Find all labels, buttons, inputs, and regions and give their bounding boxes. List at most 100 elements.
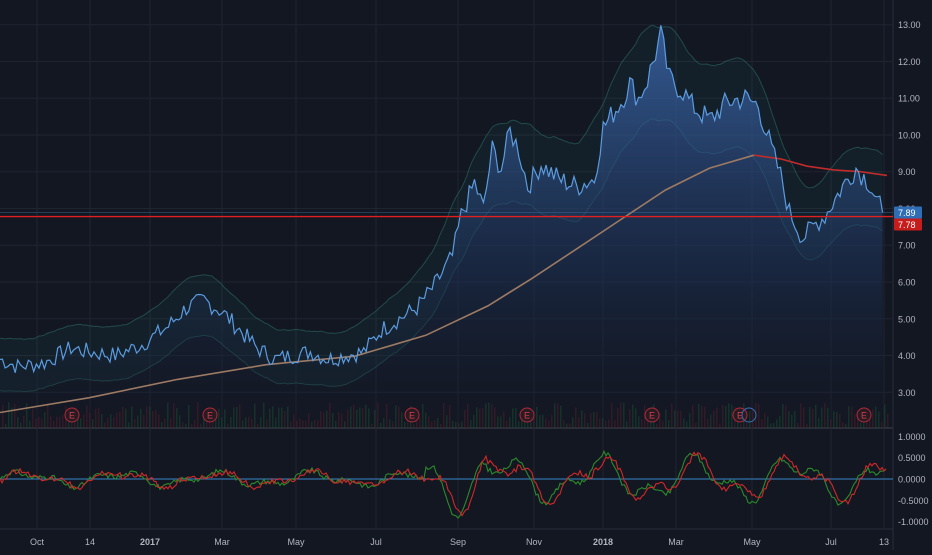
volume-bar [332,412,334,428]
volume-bar [506,420,508,428]
volume-bar [791,414,793,428]
volume-bar [752,410,754,428]
volume-bar [686,421,688,428]
volume-bar [32,408,34,428]
volume-bar [107,417,109,428]
volume-bar [455,422,457,428]
volume-bar [389,419,391,428]
price-tick-label: 13.00 [898,20,921,30]
volume-bar [746,422,748,428]
volume-bar [5,423,7,428]
volume-bar [572,417,574,428]
volume-bar [728,403,730,428]
volume-bar [110,414,112,428]
volume-bar [356,409,358,428]
volume-bar [590,413,592,428]
volume-bar [614,420,616,428]
volume-bar [146,406,148,428]
volume-bar [236,407,238,428]
volume-bar [305,420,307,428]
volume-bar [680,410,682,428]
volume-bar [221,417,223,428]
earnings-marker[interactable] [202,407,218,423]
volume-bar [629,409,631,428]
volume-bar [311,421,313,428]
price-label-box [894,206,922,219]
earnings-marker[interactable] [856,407,872,423]
volume-bar [656,423,658,428]
volume-bar [566,423,568,428]
volume-bar [776,419,778,428]
volume-bar [827,407,829,428]
time-tick-label: Oct [30,537,45,547]
volume-bar [374,409,376,428]
volume-bar [518,421,520,428]
volume-bar [818,418,820,428]
volume-bar [224,409,226,428]
volume-bar [539,415,541,428]
osc-tick-label: 1.0000 [898,432,926,442]
volume-bar [503,411,505,428]
dividend-marker[interactable] [741,407,757,423]
volume-bar [386,403,388,428]
osc-tick-label: -1.0000 [898,517,929,527]
volume-bar [671,403,673,428]
volume-bar [689,413,691,428]
volume-bar [404,421,406,428]
volume-bar [362,408,364,428]
earnings-marker[interactable] [644,407,660,423]
oscillator-pane [0,450,893,519]
volume-bar [53,420,55,428]
volume-bar [86,404,88,428]
volume-bar [530,417,532,428]
volume-bar [749,411,751,428]
volume-bar [98,407,100,428]
volume-bar [290,421,292,428]
price-tick-label: 12.00 [898,57,921,67]
volume-bar [185,423,187,428]
volume-bar [560,405,562,428]
volume-bar [878,411,880,428]
volume-bar [329,403,331,428]
volume-bar [467,403,469,428]
volume-bar [548,420,550,428]
volume-bar [449,404,451,428]
earnings-marker[interactable] [519,407,535,423]
time-axis: Oct 14 2017 Mar May Jul Sep Nov 2018 Mar May Jul 13 [30,537,889,547]
volume-bar [863,418,865,428]
volume-bar [839,413,841,428]
time-tick-label: Mar [668,537,684,547]
volume-bar [2,404,4,428]
earnings-marker-label: E [207,411,213,421]
earnings-marker[interactable] [404,407,420,423]
volume-bar [335,420,337,428]
volume-bar [509,417,511,428]
volume-bar [497,416,499,428]
volume-bar [62,414,64,428]
volume-bar [581,410,583,428]
volume-bar [23,415,25,428]
volume-bar [677,410,679,428]
volume-bar [860,422,862,428]
time-tick-label: 2017 [140,537,160,547]
earnings-marker[interactable] [64,407,80,423]
volume-bar [473,414,475,428]
volume-bar [170,418,172,428]
volume-bar [617,408,619,428]
volume-bar [707,418,709,428]
time-tick-label: Mar [214,537,230,547]
volume-bar [83,414,85,428]
volume-bar [470,419,472,428]
price-label-box [894,218,922,231]
volume-bar [500,416,502,428]
volume-bar [842,422,844,428]
volume-bar [722,404,724,428]
time-tick-label: 13 [879,537,889,547]
volume-bar [377,402,379,428]
volume-bar [230,416,232,428]
volume-bar [413,423,415,428]
volume-bar [845,423,847,428]
